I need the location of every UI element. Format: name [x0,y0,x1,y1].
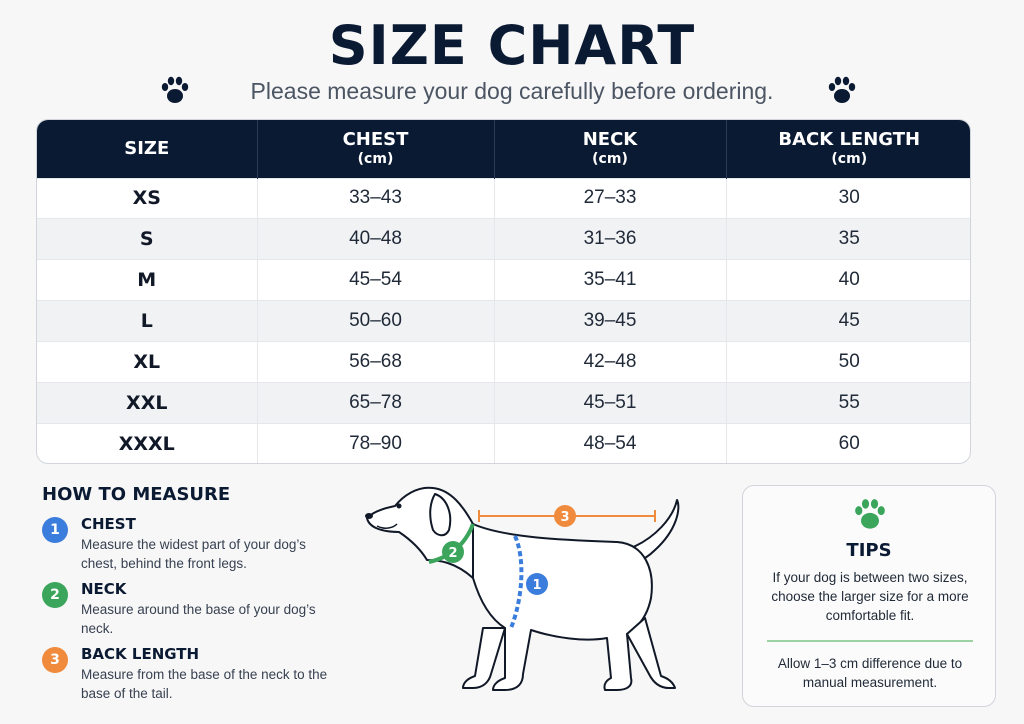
step-description: Measure from the base of the neck to the… [81,667,328,701]
step-name: NECK [81,580,127,598]
column-header-chest: CHEST (cm) [257,120,495,178]
marker-chest [526,573,548,595]
how-to-measure-heading: HOW TO MEASURE [42,484,231,505]
neck-cell: 48–54 [494,422,727,463]
marker-label: 2 [448,546,457,561]
tips-note: Allow 1–3 cm difference due to manual me… [777,656,963,690]
size-cell: XL [37,341,258,383]
page-title: SIZE CHART [328,14,696,77]
table-row: XXL 65–78 45–51 55 [37,381,970,424]
neck-cell: 45–51 [494,381,727,424]
divider [767,640,973,642]
step-description: Measure around the base of your dog’s ne… [81,602,316,636]
page-subtitle: Please measure your dog carefully before… [250,78,774,104]
table-row: XL 56–68 42–48 50 [37,341,970,383]
size-cell: XS [37,177,258,219]
chest-cell: 40–48 [257,218,495,260]
back-length-cell: 55 [726,381,970,424]
step-number-badge: 2 [42,582,68,608]
back-length-cell: 45 [726,300,970,342]
size-cell: XXL [37,381,258,424]
marker-label: 3 [560,510,569,525]
marker-label: 1 [532,578,541,593]
chest-cell: 33–43 [257,177,495,219]
marker-back-length [554,505,576,527]
marker-neck [442,541,464,563]
back-length-cell: 40 [726,259,970,301]
table-header-row: SIZE CHEST (cm) NECK (cm) BACK LENGTH (cm) [37,120,970,178]
paw-icon [161,76,189,103]
table-row: M 45–54 35–41 40 [37,259,970,301]
neck-cell: 42–48 [494,341,727,383]
size-cell: XXXL [37,422,258,463]
dog-illustration: 3 2 1 [365,486,680,691]
tips-title: TIPS [846,540,892,561]
paw-icon [855,499,885,529]
unit-label: (cm) [831,150,868,167]
chest-cell: 50–60 [257,300,495,342]
table-row: XS 33–43 27–33 30 [37,177,970,219]
chest-cell: 56–68 [257,341,495,383]
table-row: L 50–60 39–45 45 [37,300,970,342]
size-cell: S [37,218,258,260]
step-name: BACK LENGTH [81,645,200,663]
chest-cell: 65–78 [257,381,495,424]
size-cell: L [37,300,258,342]
chest-cell: 78–90 [257,422,495,463]
size-table: SIZE CHEST (cm) NECK (cm) BACK LENGTH (cm) … [36,119,971,464]
neck-cell: 31–36 [494,218,727,260]
neck-cell: 27–33 [494,177,727,219]
step-name: CHEST [81,515,136,533]
tips-card: TIPS If your dog is between two sizes, c… [742,485,996,707]
column-header-size: SIZE [37,120,258,178]
neck-cell: 39–45 [494,300,727,342]
back-length-cell: 60 [726,422,970,463]
step-number-badge: 3 [42,647,68,673]
step-description: Measure the widest part of your dog’s ch… [81,537,306,571]
table-row: S 40–48 31–36 35 [37,218,970,260]
table-row: XXXL 78–90 48–54 60 [37,422,970,463]
chest-cell: 45–54 [257,259,495,301]
neck-cell: 35–41 [494,259,727,301]
tips-text: If your dog is between two sizes, choose… [771,570,969,623]
back-length-cell: 50 [726,341,970,383]
unit-label: (cm) [357,150,394,167]
back-length-cell: 30 [726,177,970,219]
unit-label: (cm) [592,150,628,167]
column-header-neck: NECK (cm) [494,120,727,178]
step-number-badge: 1 [42,517,68,543]
column-header-back-length: BACK LENGTH (cm) [726,120,970,178]
size-cell: M [37,259,258,301]
back-length-cell: 35 [726,218,970,260]
paw-icon [828,76,856,103]
